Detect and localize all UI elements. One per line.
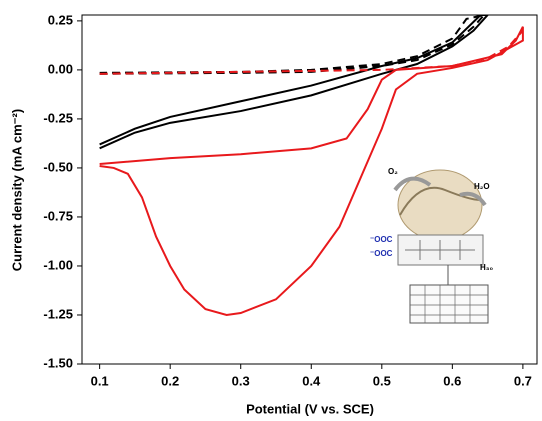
- x-tick-label: 0.4: [302, 373, 321, 388]
- x-tick-label: 0.6: [443, 373, 461, 388]
- cv-curve: [99, 15, 486, 75]
- y-tick-label: -1.00: [43, 257, 73, 272]
- cv-curve: [99, 26, 524, 317]
- x-tick-label: 0.2: [161, 373, 179, 388]
- inset-diagram: [393, 169, 489, 324]
- plot-area: [99, 15, 524, 317]
- x-tick-label: 0.5: [373, 373, 391, 388]
- inset-label: O₂: [388, 167, 398, 176]
- cv-curve: [99, 15, 489, 150]
- y-tick-label: -1.25: [43, 306, 73, 321]
- y-tick-label: -0.25: [43, 110, 73, 125]
- inset-label: H₃₀: [480, 263, 493, 272]
- y-tick-label: -0.75: [43, 208, 73, 223]
- cv-curve: [99, 30, 524, 75]
- y-tick-label: -0.50: [43, 159, 73, 174]
- y-axis-label: Current density (mA cm⁻²): [9, 109, 24, 271]
- inset-label: H₂O: [474, 182, 490, 191]
- x-axis-label: Potential (V vs. SCE): [246, 401, 374, 416]
- inset-label: ⁻OOC: [370, 249, 393, 258]
- plot-frame: [81, 14, 538, 365]
- x-tick-label: 0.1: [91, 373, 109, 388]
- inset-label: ⁻OOC: [370, 235, 393, 244]
- y-tick-label: 0.00: [48, 61, 73, 76]
- y-tick-label: -1.50: [43, 355, 73, 370]
- x-tick-label: 0.3: [232, 373, 250, 388]
- y-tick-label: 0.25: [48, 12, 73, 27]
- x-tick-label: 0.7: [514, 373, 532, 388]
